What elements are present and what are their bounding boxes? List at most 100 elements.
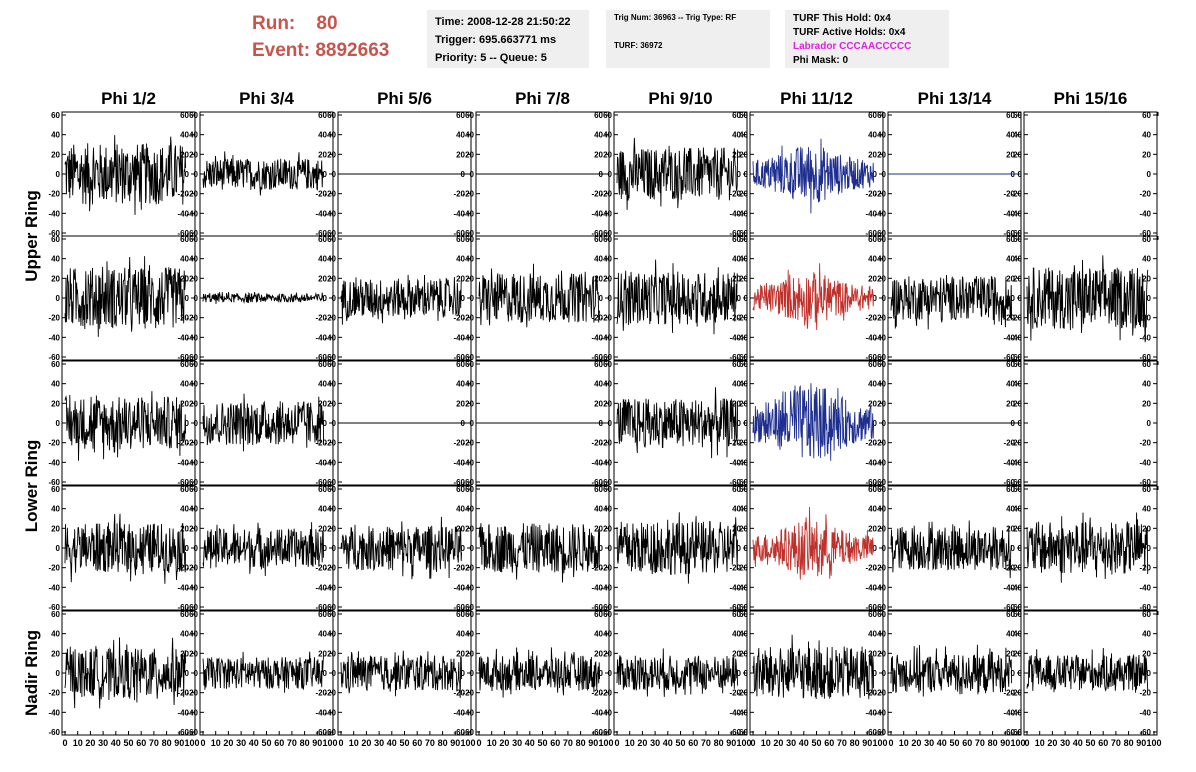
ytick-label-right: 40 <box>868 255 877 264</box>
ytick-label-right: -20 <box>1003 314 1015 323</box>
ytick-label-right: -40 <box>865 583 877 592</box>
ytick-label-left: 40 <box>1013 505 1022 514</box>
ytick-label-left: 20 <box>877 399 886 408</box>
xtick-label: 70 <box>975 738 985 748</box>
ytick-label-left: 0 <box>608 170 613 179</box>
ytick-label-right: -40 <box>315 209 327 218</box>
ytick-label-right: -40 <box>729 708 741 717</box>
ytick-label-right: 40 <box>594 255 603 264</box>
ytick-label-right: -20 <box>315 564 327 573</box>
ytick-label-left: 60 <box>189 235 198 244</box>
ytick-label-right: 0 <box>185 419 190 428</box>
ytick-label-left: 0 <box>882 419 887 428</box>
ytick-label-right: -60 <box>729 353 741 362</box>
xtick-label: 50 <box>123 738 133 748</box>
ytick-label-right: -60 <box>453 728 465 737</box>
ytick-label-left: -20 <box>48 689 60 698</box>
ytick-label-left: 0 <box>1018 544 1023 553</box>
waveform-trace-r4-c2 <box>202 522 325 577</box>
waveform-trace-r2-c7 <box>890 274 1013 330</box>
ytick-label-right: -20 <box>591 190 603 199</box>
ytick-label-left: 0 <box>56 544 61 553</box>
xtick-label: 70 <box>701 738 711 748</box>
ytick-label-left: -40 <box>600 333 612 342</box>
ytick-label-right: 60 <box>456 360 465 369</box>
ytick-label-right: 0 <box>1147 294 1152 303</box>
xtick-label: 40 <box>663 738 673 748</box>
ytick-label-right: 0 <box>737 170 742 179</box>
ytick-label-right: 40 <box>1142 380 1151 389</box>
waveform-trace-r1-c6 <box>752 138 875 214</box>
ytick-label-right: -20 <box>1139 190 1151 199</box>
waveform-trace-r4-c8 <box>1026 512 1149 583</box>
ytick-label-left: -40 <box>600 583 612 592</box>
ytick-label-left: -40 <box>736 708 748 717</box>
ytick-label-right: 40 <box>1006 131 1015 140</box>
ytick-label-left: 20 <box>327 399 336 408</box>
waveform-trace-r4-c5 <box>616 512 739 584</box>
ytick-label-right: -20 <box>453 190 465 199</box>
ytick-label-right: -60 <box>729 603 741 612</box>
ytick-label-left: -20 <box>600 314 612 323</box>
xtick-label: 10 <box>1035 738 1045 748</box>
xtick-label: 10 <box>761 738 771 748</box>
ytick-label-left: -20 <box>736 564 748 573</box>
ytick-label-left: 20 <box>1013 399 1022 408</box>
xtick-label: 60 <box>136 738 146 748</box>
ytick-label-right: -60 <box>315 603 327 612</box>
ytick-label-left: -20 <box>48 564 60 573</box>
xtick-label: 0 <box>476 738 481 748</box>
ytick-label-left: -40 <box>186 333 198 342</box>
ytick-label-right: 0 <box>737 669 742 678</box>
ytick-label-right: -40 <box>1003 583 1015 592</box>
ytick-label-right: 40 <box>594 380 603 389</box>
ytick-label-left: 60 <box>603 610 612 619</box>
ytick-label-right: 60 <box>1142 485 1151 494</box>
ytick-label-left: -20 <box>874 439 886 448</box>
ytick-label-left: 40 <box>327 380 336 389</box>
ytick-label-left: 20 <box>603 524 612 533</box>
ytick-label-right: 40 <box>1142 630 1151 639</box>
ytick-label-left: -60 <box>736 229 748 238</box>
ytick-label-right: 40 <box>318 380 327 389</box>
xtick-label: 20 <box>85 738 95 748</box>
ytick-label-right: -40 <box>729 209 741 218</box>
ytick-label-left: 20 <box>51 274 60 283</box>
ytick-label-left: 20 <box>739 399 748 408</box>
ytick-label-right: -60 <box>865 229 877 238</box>
ytick-label-left: -40 <box>324 458 336 467</box>
xtick-label: 100 <box>598 738 613 748</box>
ytick-label-right: 60 <box>318 610 327 619</box>
ytick-label-left: -60 <box>462 603 474 612</box>
xtick-label: 20 <box>499 738 509 748</box>
ytick-label-right: 0 <box>873 419 878 428</box>
ytick-label-right: 60 <box>732 360 741 369</box>
ytick-label-right: -60 <box>729 229 741 238</box>
ytick-label-left: 20 <box>1013 649 1022 658</box>
xtick-label: 40 <box>937 738 947 748</box>
xtick-label: 40 <box>525 738 535 748</box>
trigger-text: Trigger: 695.663771 ms <box>435 34 557 46</box>
ytick-label-left: -20 <box>48 314 60 323</box>
ytick-label-right: -20 <box>1139 439 1151 448</box>
ytick-label-right: 40 <box>456 505 465 514</box>
ytick-label-right: 60 <box>318 235 327 244</box>
ytick-label-left: 60 <box>877 610 886 619</box>
ytick-label-right: -20 <box>315 190 327 199</box>
ytick-label-left: -40 <box>186 458 198 467</box>
waveform-trace-r3-c5 <box>616 387 739 459</box>
ytick-label-left: -40 <box>600 458 612 467</box>
ytick-label-right: 60 <box>594 485 603 494</box>
column-header-5: Phi 9/10 <box>648 89 712 108</box>
ytick-label-left: 20 <box>51 399 60 408</box>
xtick-label: 0 <box>338 738 343 748</box>
ytick-label-left: 40 <box>739 380 748 389</box>
ytick-label-left: 40 <box>1013 380 1022 389</box>
ytick-label-left: -60 <box>1010 728 1022 737</box>
ytick-label-left: -60 <box>48 728 60 737</box>
ytick-label-right: 0 <box>1147 419 1152 428</box>
waveform-trace-r4-c4 <box>478 523 601 583</box>
ytick-label-right: 60 <box>1142 111 1151 120</box>
xtick-label: 10 <box>899 738 909 748</box>
ytick-label-right: 40 <box>868 505 877 514</box>
